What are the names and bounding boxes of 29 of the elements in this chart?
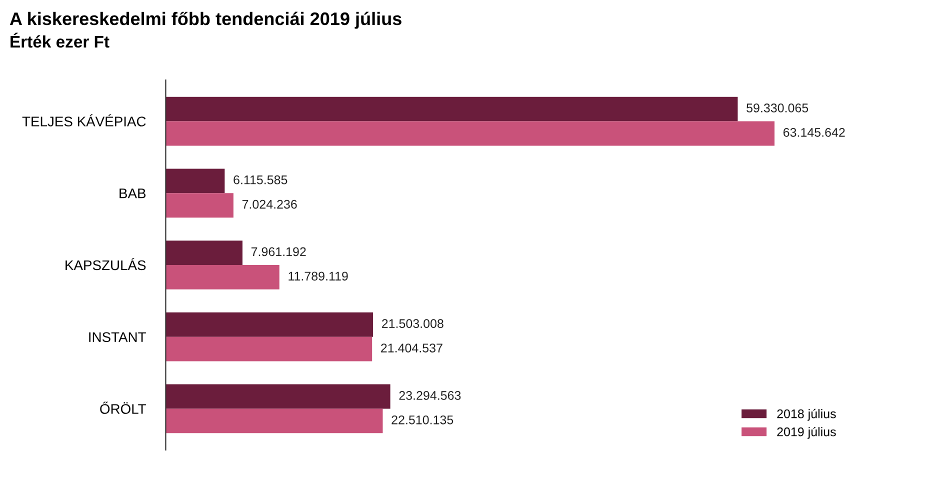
data-label: 21.404.537 [381,344,442,352]
data-label: 11.789.119 [288,272,348,281]
bar [166,121,775,146]
y-tick-label: KAPSZULÁS [66,258,146,270]
data-label: 21.503.008 [382,319,444,328]
bar [166,336,372,362]
chart-subtitle: Érték ezer Ft [10,32,110,48]
data-label: 7.961.192 [251,247,306,256]
bar [166,384,390,409]
data-label: 63.145.642 [783,128,845,137]
y-tick-label: TELJES KÁVÉPIAC [22,114,146,126]
bar [166,408,383,434]
y-tick-label: BAB [120,188,146,198]
data-label: 22.510.135 [392,415,454,424]
bar [166,168,225,194]
legend-label: 2019 július [777,426,836,439]
bar [166,265,280,290]
data-label: 59.330.065 [746,104,808,112]
data-label: 7.024.236 [242,200,297,209]
y-tick-label: INSTANT [89,332,146,342]
bar [166,96,738,122]
bar [166,312,374,337]
data-label: 23.294.563 [399,391,461,400]
bar [166,240,242,265]
data-label: 6.115.585 [234,175,288,184]
chart-title: A kiskereskedelmi főbb tendenciái 2019 július [10,12,402,29]
bar [166,193,234,218]
legend-label: 2018 július [777,408,836,421]
y-tick-label: ŐRÖLT [100,402,146,414]
